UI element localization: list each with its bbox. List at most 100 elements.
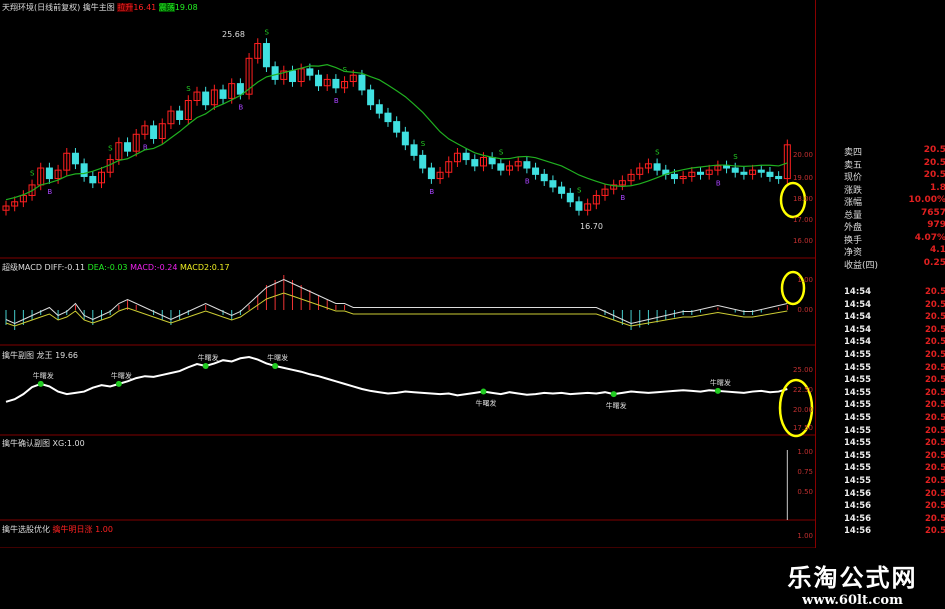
candle-body	[28, 184, 36, 196]
candle-body	[150, 125, 158, 139]
candle-body	[644, 163, 652, 169]
quote-label: 收益(四)	[844, 260, 879, 271]
candle-body	[384, 112, 392, 123]
candle-body	[783, 144, 791, 180]
quote-label: 换手	[844, 235, 863, 246]
candle-body	[592, 194, 600, 205]
candle-body	[236, 83, 244, 95]
watermark-name: 乐淘公式网	[787, 564, 918, 592]
candle-body	[601, 188, 609, 196]
candle-body	[731, 167, 739, 173]
candle-body	[566, 192, 574, 203]
candle-body	[245, 57, 253, 95]
quote-value: 20.5	[923, 157, 945, 168]
candle-body	[323, 78, 331, 87]
quote-value: 4.1	[930, 245, 945, 255]
bull-label: 牛曙发	[710, 378, 731, 387]
candle-body	[54, 169, 62, 180]
quote-value: 7657	[920, 207, 945, 218]
candle-body	[549, 180, 557, 188]
confirm-legend: 擒牛确认副图 XG:1.00	[2, 439, 85, 448]
tick-price: 20.5	[925, 324, 945, 335]
quote-row: 外盘 979	[844, 220, 945, 233]
highlight-circle	[778, 378, 814, 438]
candle-body	[341, 81, 349, 89]
candle-body	[627, 173, 635, 182]
tick-time: 14:55	[844, 450, 872, 461]
tick-price: 20.5	[925, 476, 945, 486]
candle-body	[497, 163, 505, 171]
axis-label-main: 18.00	[792, 195, 813, 203]
bull-label: 牛曙发	[475, 399, 496, 408]
candle-body	[262, 43, 270, 68]
axis-label-main: 16.00	[792, 237, 813, 245]
high-label: 25.68	[222, 30, 245, 39]
tick-price: 20.5	[925, 413, 945, 423]
ma-line	[5, 64, 788, 201]
signal-dot	[714, 387, 721, 394]
bull-label: 牛曙发	[33, 371, 54, 380]
tick-time: 14:54	[844, 287, 872, 297]
tick-price: 20.5	[925, 312, 945, 323]
candle-body	[124, 142, 132, 152]
candle-body	[349, 74, 357, 83]
quote-row: 涨幅 10.00%	[844, 195, 945, 208]
tick-time: 14:55	[844, 350, 872, 360]
quote-label: 卖四	[844, 148, 863, 158]
tick-price: 20.5	[925, 299, 945, 310]
axis-label-sub: 22.50	[792, 386, 813, 394]
candle-body	[488, 156, 496, 165]
signal-dot	[272, 362, 279, 369]
axis-label-sub: 20.00	[792, 406, 813, 414]
tick-row: 14:55 20.5	[844, 426, 945, 438]
candle-body	[202, 91, 210, 106]
tick-time: 14:55	[844, 362, 872, 373]
sell-marker: S	[421, 140, 426, 148]
highlight-circle	[780, 270, 806, 306]
tick-row: 14:55 20.5	[844, 375, 945, 387]
candle-body	[462, 152, 470, 161]
tick-price: 20.5	[925, 526, 945, 537]
watermark: 乐淘公式网 www.60lt.com	[760, 552, 945, 609]
candle-body	[636, 167, 644, 175]
candle-body	[306, 68, 314, 76]
tick-row: 14:55 20.5	[844, 438, 945, 450]
quote-label: 总量	[844, 210, 863, 221]
candle-body	[445, 161, 453, 173]
candle-body	[618, 180, 626, 186]
tick-row: 14:54 20.5	[844, 300, 945, 312]
sell-marker: S	[108, 144, 113, 152]
buy-marker: B	[429, 188, 434, 196]
tick-price: 20.5	[925, 362, 945, 373]
quote-value: 20.5	[923, 145, 945, 155]
candle-body	[740, 171, 748, 175]
buy-marker: B	[143, 144, 148, 152]
candle-body	[558, 186, 566, 194]
candle-body	[436, 171, 444, 180]
quote-label: 涨跌	[844, 185, 863, 196]
candle-body	[63, 152, 71, 171]
tick-price: 20.5	[925, 488, 945, 499]
tick-time: 14:55	[844, 476, 872, 486]
low-label: 16.70	[580, 222, 603, 231]
quote-value: 0.25	[923, 257, 945, 268]
quote-label: 卖五	[844, 160, 863, 171]
tick-price: 20.5	[925, 350, 945, 360]
tick-row: 14:56 20.5	[844, 489, 945, 501]
quote-value: 979	[927, 220, 945, 230]
tick-row: 14:55 20.5	[844, 388, 945, 400]
tick-row: 14:55 20.5	[844, 400, 945, 412]
quote-label: 现价	[844, 173, 863, 183]
tick-time: 14:55	[844, 425, 872, 436]
candle-body	[375, 104, 383, 114]
signal-dot	[610, 391, 617, 398]
axis-label-confirm: 1.00	[797, 448, 813, 456]
axis-label-select: 1.00	[797, 532, 813, 540]
sell-marker: S	[655, 149, 660, 157]
tick-time: 14:56	[844, 513, 872, 524]
tick-row: 14:55 20.5	[844, 363, 945, 375]
signal-dot	[115, 380, 122, 387]
candle-body	[19, 194, 27, 203]
quote-row: 涨跌 1.8	[844, 183, 945, 196]
